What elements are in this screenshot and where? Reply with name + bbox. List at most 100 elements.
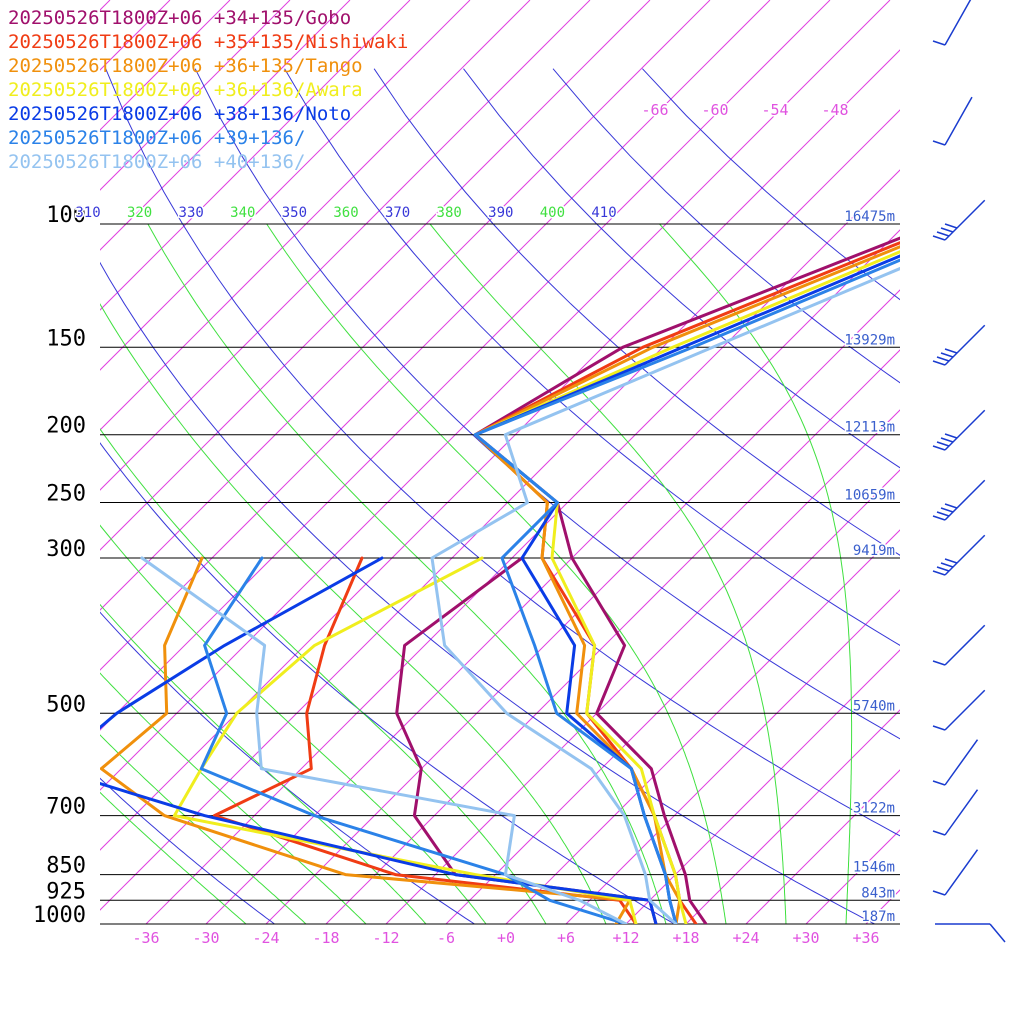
pressure-label: 925 <box>46 879 86 904</box>
isotherm-line <box>325 349 900 924</box>
temperature-tick-label: -36 <box>132 929 159 947</box>
temperature-profile <box>430 266 900 924</box>
wind-barb <box>932 739 979 786</box>
wind-barb-staff <box>944 739 979 786</box>
wind-barb-feather <box>932 515 946 521</box>
dry-adiabat <box>100 442 676 924</box>
wind-barb <box>932 199 986 241</box>
wind-barb <box>932 324 986 366</box>
height-label: 10659m <box>844 488 895 504</box>
theta-label: 320 <box>127 205 152 221</box>
wind-barb-feather <box>936 441 950 447</box>
wind-barb-feather <box>932 40 946 46</box>
pressure-label: 300 <box>46 537 86 562</box>
isotherm-line <box>505 529 900 924</box>
wind-barb-feather <box>932 235 946 241</box>
wind-barb-feather <box>932 570 946 576</box>
wind-barb <box>932 624 986 666</box>
upper-temperature-label: -66 <box>641 101 668 119</box>
legend-entry: 20250526T1800Z+06 +36+136/Awara <box>8 79 363 101</box>
temperature-tick-label: -30 <box>192 929 219 947</box>
pressure-label: 150 <box>46 326 86 351</box>
theta-label: 390 <box>488 205 513 221</box>
theta-label: 310 <box>75 205 100 221</box>
isotherm-line <box>100 49 900 851</box>
isotherm-line <box>100 0 351 251</box>
wind-barb-feather <box>936 356 950 362</box>
wind-barb-feather <box>932 660 946 666</box>
wind-barb-staff <box>944 624 986 666</box>
wind-barb-feather <box>940 352 954 358</box>
isotherm-line <box>445 469 900 924</box>
theta-label: 340 <box>230 205 255 221</box>
height-label: 9419m <box>853 543 895 559</box>
height-label: 12113m <box>844 420 895 436</box>
dry-adiabat <box>642 68 900 301</box>
wind-barb-feather <box>944 348 958 354</box>
temperature-tick-label: +36 <box>852 929 879 947</box>
dry-adiabat <box>194 68 900 740</box>
isobar-lines <box>100 223 900 925</box>
wind-barb-feather <box>936 511 950 517</box>
height-label: 3122m <box>853 801 895 817</box>
temperature-tick-label: +0 <box>497 929 515 947</box>
pressure-label: 850 <box>46 854 86 879</box>
isotherm-line <box>100 0 771 671</box>
wind-barb-feather <box>936 566 950 572</box>
height-label: 187m <box>861 909 895 925</box>
dewpoint-profile <box>199 556 628 924</box>
isotherm-line <box>625 649 900 924</box>
dry-adiabat <box>373 68 900 556</box>
temperature-profile <box>473 241 900 924</box>
dry-adiabat <box>105 68 900 837</box>
wind-barb-feather <box>944 433 958 439</box>
wind-barb-feather <box>932 725 946 731</box>
isotherm-line <box>205 229 900 924</box>
temperature-tick-label: +30 <box>792 929 819 947</box>
height-label: 843m <box>861 885 895 901</box>
wind-barb <box>932 479 986 521</box>
wind-barb-feather <box>932 780 946 786</box>
dry-adiabat <box>100 777 276 924</box>
pressure-label: 250 <box>46 482 86 507</box>
isotherm-line <box>100 0 471 371</box>
isotherm-line <box>100 0 891 791</box>
wind-barb-feather <box>944 223 958 229</box>
isotherm-line <box>100 0 531 431</box>
isotherm-line <box>805 829 900 924</box>
theta-label: 400 <box>540 205 565 221</box>
moist-adiabat <box>100 791 247 924</box>
pressure-label: 700 <box>46 795 86 820</box>
wind-barb-staff <box>944 324 986 366</box>
wind-barb <box>932 689 986 731</box>
wind-barb-feather <box>932 445 946 451</box>
theta-label: 410 <box>591 205 616 221</box>
upper-temperature-label: -54 <box>761 101 788 119</box>
wind-barb <box>932 789 979 836</box>
temperature-tick-label: +18 <box>672 929 699 947</box>
temperature-profile <box>473 254 900 924</box>
height-label: 1546m <box>853 860 895 876</box>
wind-barbs <box>932 0 1006 943</box>
wind-barb-staff <box>944 479 986 521</box>
theta-label: 360 <box>333 205 358 221</box>
wind-barb-staff <box>944 849 979 896</box>
wind-barb-feather <box>944 503 958 509</box>
theta-label: 350 <box>282 205 307 221</box>
isotherm-line <box>100 0 711 611</box>
dry-adiabat <box>552 68 900 384</box>
isotherm-line <box>100 0 591 491</box>
dewpoint-profile <box>172 556 638 924</box>
temperature-profile <box>473 258 900 924</box>
upper-temperature-label: -60 <box>701 101 728 119</box>
temperature-profile <box>473 245 900 924</box>
wind-barb-surface <box>989 923 1006 943</box>
pressure-label: 200 <box>46 414 86 439</box>
pressure-label: 100 <box>46 203 86 228</box>
dry-adiabat <box>284 68 900 646</box>
isotherm-line <box>685 709 900 924</box>
temperature-tick-label: +6 <box>557 929 575 947</box>
temperature-tick-label: -12 <box>372 929 399 947</box>
height-label: 16475m <box>844 209 895 225</box>
